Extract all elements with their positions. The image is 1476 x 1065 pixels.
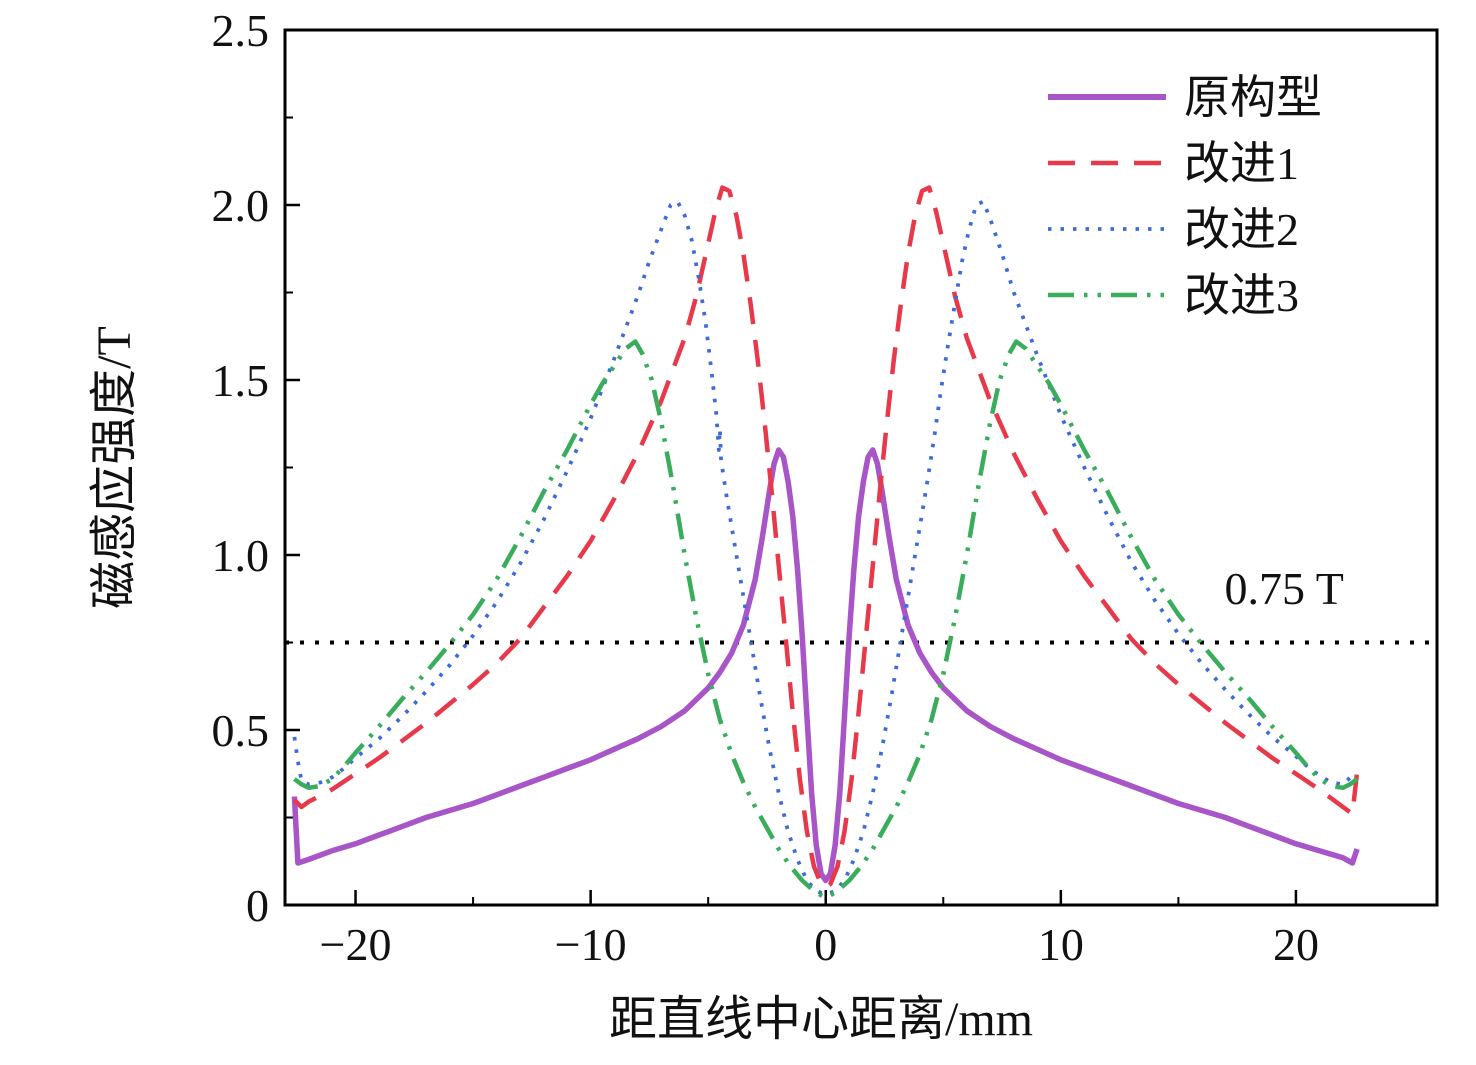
- y-tick-label: 2.0: [212, 180, 270, 231]
- x-tick-label: −20: [320, 919, 392, 970]
- legend-item-improve-1: 改进1: [1048, 138, 1299, 189]
- y-tick-label: 0.5: [212, 705, 270, 756]
- y-tick-label: 2.5: [212, 5, 270, 56]
- legend-item-improve-2: 改进2: [1048, 204, 1299, 255]
- series-line-original: [291, 447, 1360, 884]
- x-tick-label: 20: [1273, 919, 1319, 970]
- x-tick-label: −10: [555, 919, 627, 970]
- series-line-improve-3: [293, 339, 1359, 901]
- y-axis-label: 磁感应强度/T: [88, 326, 141, 609]
- legend-item-label: 改进2: [1184, 204, 1299, 255]
- x-tick-label: 0: [814, 919, 837, 970]
- legend-item-label: 改进1: [1184, 138, 1299, 189]
- legend-item-original: 原构型: [1048, 72, 1322, 123]
- x-tick-label: 10: [1038, 919, 1084, 970]
- x-axis-label: 距直线中心距离/mm: [609, 993, 1033, 1046]
- legend-item-label: 原构型: [1184, 72, 1322, 123]
- y-tick-label: 1.5: [212, 355, 270, 406]
- legend-item-label: 改进3: [1184, 270, 1299, 321]
- reference-line-label: 0.75 T: [1225, 563, 1344, 614]
- legend-item-improve-3: 改进3: [1048, 270, 1299, 321]
- y-tick-label: 0: [246, 880, 269, 931]
- y-tick-label: 1.0: [212, 530, 270, 581]
